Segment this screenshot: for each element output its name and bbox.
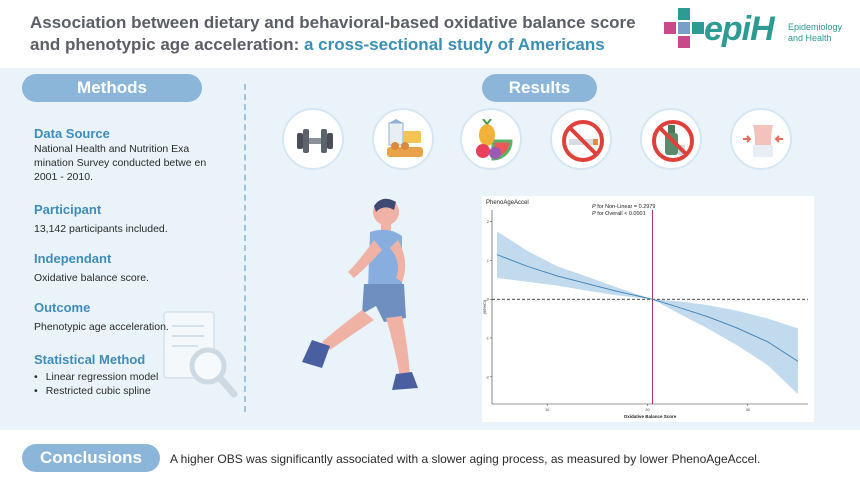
results-pill: Results bbox=[482, 74, 597, 102]
independant-text: Oxidative balance score. bbox=[34, 272, 149, 284]
list-item: Linear regression model bbox=[34, 370, 159, 384]
annotation-overall-text: for Overall < 0.0001 bbox=[596, 211, 646, 217]
cross-logo-icon bbox=[664, 8, 704, 48]
x-tick-label: 10 bbox=[545, 407, 550, 412]
chart-annotation-nonlinear: P for Non-Linear = 0.2979 bbox=[592, 204, 655, 210]
data-source-heading: Data Source bbox=[34, 126, 110, 141]
data-source-text: National Health and Nutrition Exa minati… bbox=[34, 143, 207, 183]
y-tick-label: 2 bbox=[487, 219, 490, 224]
logo-subtitle: Epidemiology and Health bbox=[788, 22, 842, 44]
outcome-text: Phenotypic age acceleration. bbox=[34, 321, 169, 333]
page-title: Association between dietary and behavior… bbox=[30, 12, 670, 56]
logo-word: epiH bbox=[704, 10, 775, 48]
food-icon bbox=[372, 108, 434, 170]
series-line bbox=[496, 254, 799, 362]
chart-title: PhenoAgeAccel bbox=[486, 200, 529, 206]
y-tick-label: 1 bbox=[487, 258, 490, 263]
statistical-method-list: Linear regression model Restricted cubic… bbox=[34, 370, 159, 398]
title-accent: a cross-sectional study of Americans bbox=[299, 35, 605, 54]
y-axis-label: (95%CI) bbox=[482, 299, 487, 314]
y-tick-label: -1 bbox=[485, 336, 489, 341]
rcs-chart: PhenoAgeAccel P for Non-Linear = 0.2979 … bbox=[482, 196, 814, 422]
section-divider bbox=[244, 84, 246, 412]
fruit-icon bbox=[460, 108, 522, 170]
list-item: Restricted cubic spline bbox=[34, 384, 158, 398]
title-main: Association between dietary and behavior… bbox=[30, 13, 636, 54]
y-tick-label: -2 bbox=[485, 374, 489, 379]
epih-logo: epiH Epidemiology and Health bbox=[664, 6, 854, 62]
waist-icon bbox=[730, 108, 792, 170]
logo-sub-line1: Epidemiology bbox=[788, 22, 843, 32]
conclusions-text: A higher OBS was significantly associate… bbox=[170, 452, 761, 466]
header: Association between dietary and behavior… bbox=[0, 0, 860, 68]
methods-pill: Methods bbox=[22, 74, 202, 102]
outcome-heading: Outcome bbox=[34, 300, 91, 315]
logo-sub-line2: and Health bbox=[788, 33, 832, 43]
no-smoking-icon bbox=[550, 108, 612, 170]
statistical-method-heading: Statistical Method bbox=[34, 352, 146, 367]
x-tick-label: 30 bbox=[746, 407, 751, 412]
annotation-nonlinear-text: for Non-Linear = 0.2979 bbox=[596, 204, 656, 210]
document-magnifier-icon bbox=[160, 310, 240, 402]
annotation-p-italic: P bbox=[592, 211, 596, 217]
x-tick-label: 20 bbox=[645, 407, 650, 412]
participant-text: 13,142 participants included. bbox=[34, 223, 168, 235]
y-tick-label: 0 bbox=[487, 297, 490, 302]
main-panel: Methods Results Data Source National Hea… bbox=[0, 68, 860, 430]
no-alcohol-icon bbox=[640, 108, 702, 170]
conclusions-pill: Conclusions bbox=[22, 444, 160, 472]
confidence-band bbox=[497, 231, 798, 395]
independant-heading: Independant bbox=[34, 251, 112, 266]
participant-heading: Participant bbox=[34, 202, 102, 217]
annotation-p-italic: P bbox=[592, 204, 596, 210]
x-axis-label: Oxidative Balance Score bbox=[624, 414, 677, 419]
chart-annotation-overall: P for Overall < 0.0001 bbox=[592, 211, 646, 217]
dumbbell-icon bbox=[282, 108, 344, 170]
runner-illustration bbox=[302, 198, 418, 390]
